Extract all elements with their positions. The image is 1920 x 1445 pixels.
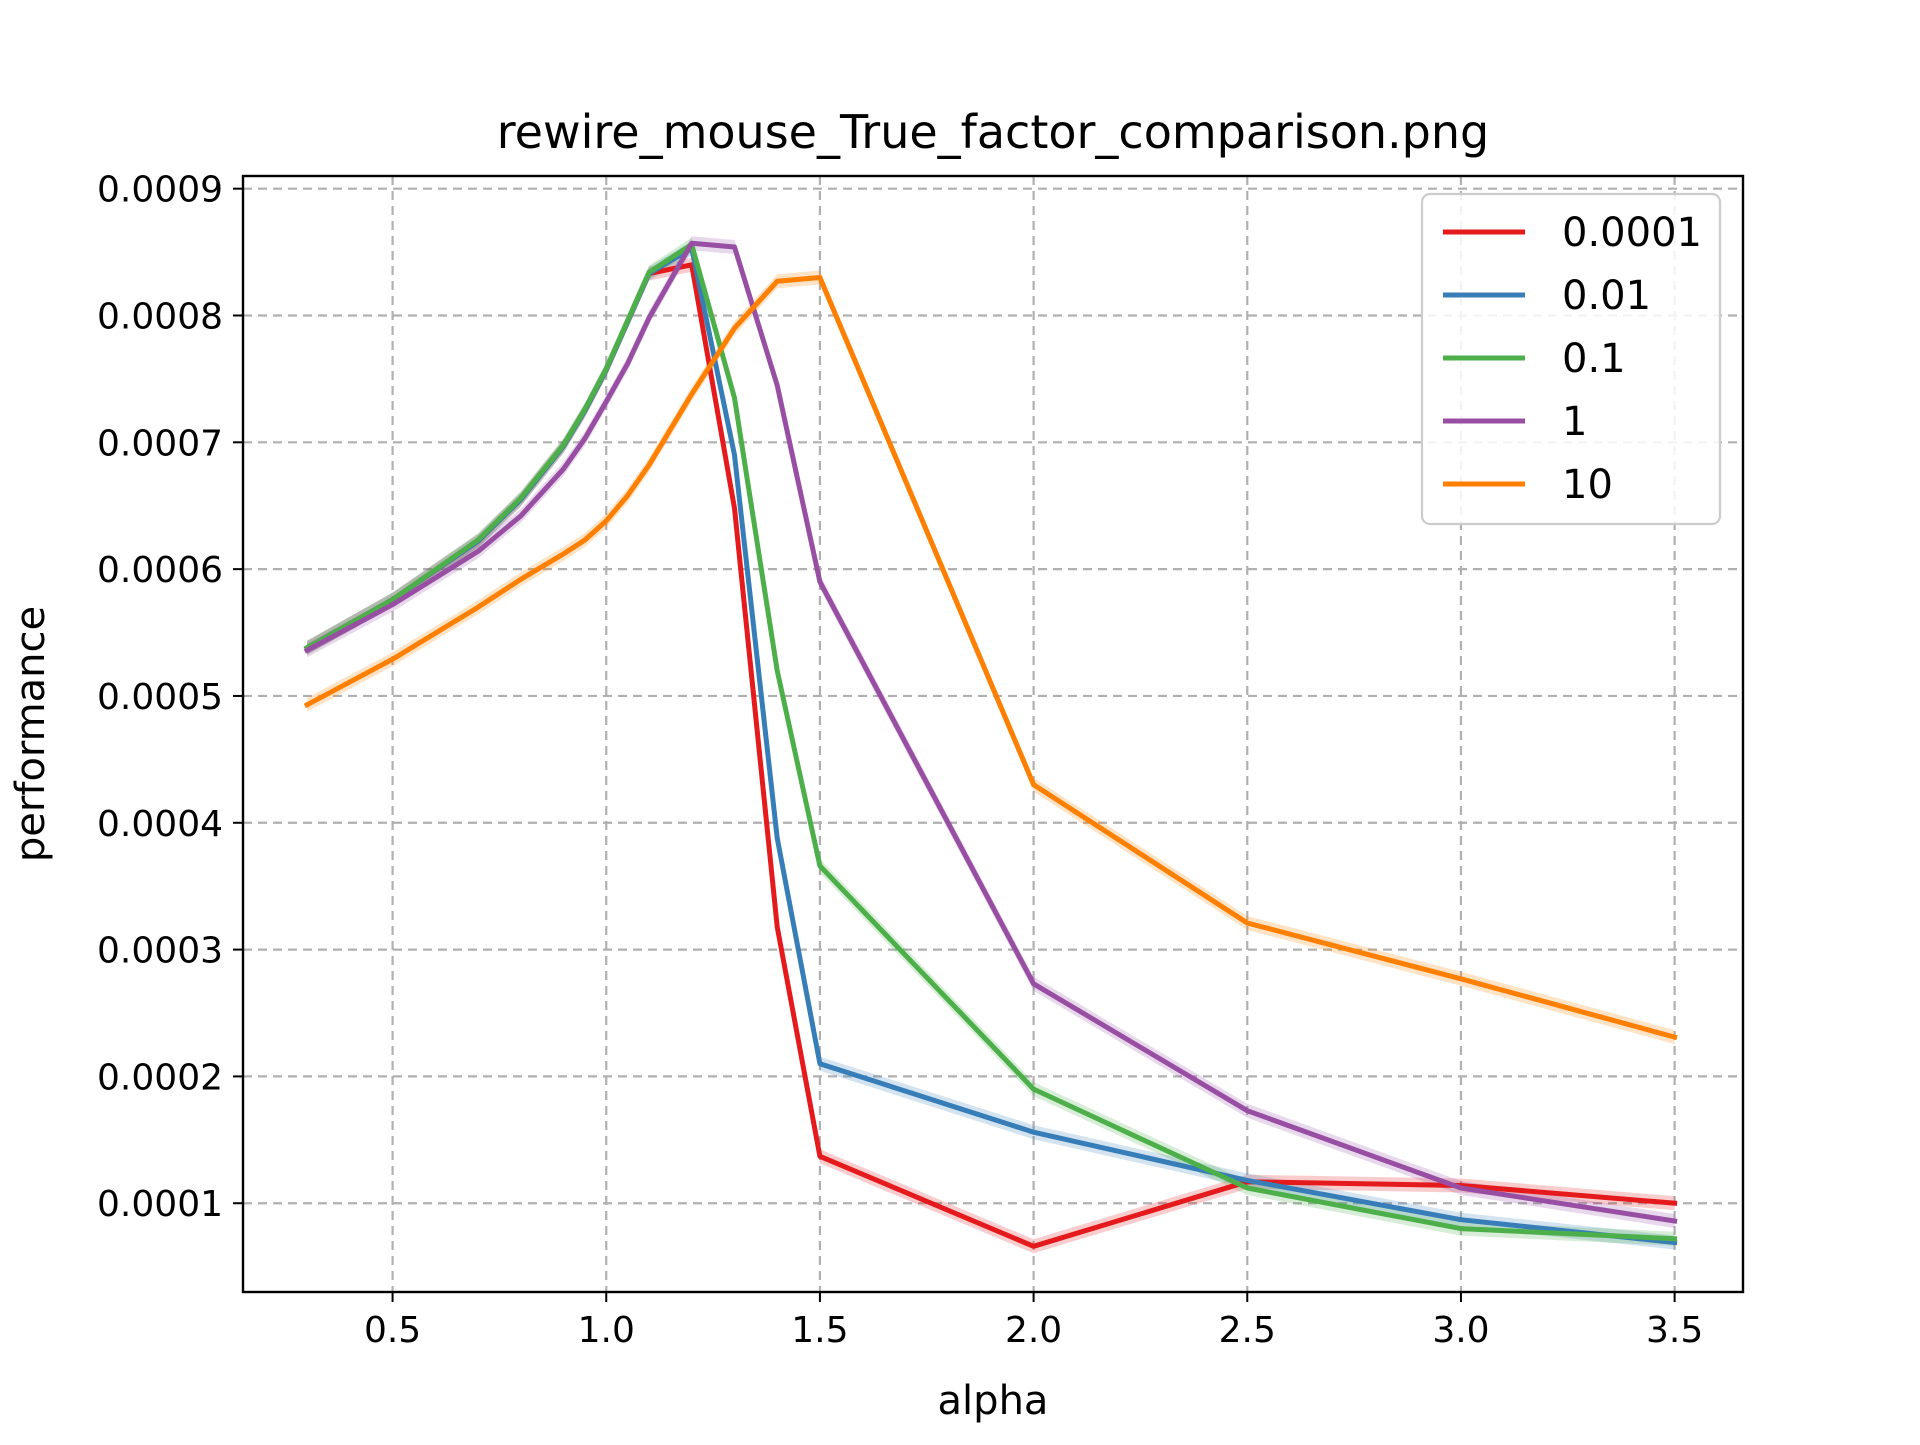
y-tick-label-5: 0.0006 [97, 550, 223, 591]
chart-title: rewire_mouse_True_factor_comparison.png [497, 105, 1489, 159]
legend-label-4: 10 [1562, 462, 1613, 508]
y-tick-label-1: 0.0002 [97, 1057, 223, 1098]
series-lines [303, 240, 1678, 1249]
x-tick-label-0: 0.5 [364, 1310, 421, 1351]
legend-items: 0.0001 0.01 0.1 1 10 [1443, 210, 1702, 508]
legend-entry-3: 1 [1443, 399, 1587, 445]
y-axis-ticks: 0.0001 0.0002 0.0003 0.0004 0.0005 0.0006 0.00… [97, 170, 243, 1225]
legend-entry-1: 0.01 [1443, 273, 1651, 319]
legend-entry-4: 10 [1443, 462, 1613, 508]
series-line-2 [303, 242, 1678, 1242]
x-tick-label-2: 1.5 [791, 1310, 848, 1351]
x-tick-label-6: 3.5 [1646, 1310, 1703, 1351]
x-tick-label-5: 3.0 [1432, 1310, 1489, 1351]
y-tick-label-8: 0.0009 [97, 170, 223, 211]
legend-entry-2: 0.1 [1443, 336, 1626, 382]
legend-label-3: 1 [1562, 399, 1587, 445]
y-tick-label-7: 0.0008 [97, 297, 223, 338]
y-tick-label-3: 0.0004 [97, 804, 223, 845]
legend-box [1420, 192, 1722, 526]
series-line-4 [303, 275, 1678, 1041]
legend-label-1: 0.01 [1562, 273, 1651, 319]
x-axis-ticks: 0.5 1.0 1.5 2.0 2.5 3.0 3.5 [364, 1292, 1703, 1351]
x-axis-label: alpha [938, 1378, 1049, 1424]
legend-entry-0: 0.0001 [1443, 210, 1702, 256]
series-line-3 [303, 240, 1678, 1224]
y-axis-label: performance [8, 606, 54, 862]
y-tick-label-6: 0.0007 [97, 423, 223, 464]
legend: 0.0001 0.01 0.1 1 10 [1420, 192, 1722, 526]
y-tick-label-0: 0.0001 [97, 1184, 223, 1225]
legend-label-2: 0.1 [1562, 336, 1626, 382]
x-tick-label-3: 2.0 [1005, 1310, 1062, 1351]
legend-label-0: 0.0001 [1562, 210, 1702, 256]
grid-lines [243, 176, 1743, 1292]
x-tick-label-4: 2.5 [1219, 1310, 1276, 1351]
y-tick-label-2: 0.0003 [97, 931, 223, 972]
y-tick-label-4: 0.0005 [97, 677, 223, 718]
plot-frame [241, 174, 1745, 1294]
x-tick-label-1: 1.0 [578, 1310, 635, 1351]
